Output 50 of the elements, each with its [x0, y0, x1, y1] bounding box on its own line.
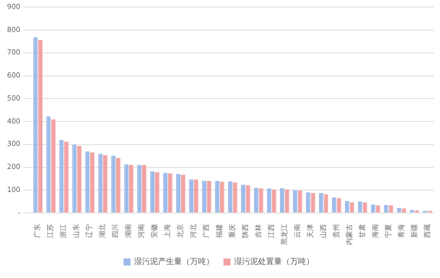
- bar: [292, 190, 298, 212]
- bar: [142, 164, 146, 212]
- bar: [77, 146, 82, 212]
- bar: [220, 182, 224, 212]
- bar: [59, 140, 64, 212]
- bar: [90, 152, 94, 212]
- bar: [246, 185, 250, 212]
- bar: [344, 200, 350, 212]
- bar: [189, 179, 194, 212]
- bar: [85, 151, 90, 212]
- bar: [124, 164, 129, 212]
- bar: [284, 189, 290, 212]
- bar: [72, 144, 77, 212]
- bar: [332, 197, 336, 212]
- bar: [384, 204, 388, 212]
- bar: [137, 164, 142, 212]
- bar: [33, 37, 38, 212]
- legend-label: 湿污泥产生量（万吨）: [134, 257, 214, 266]
- bar: [258, 188, 264, 212]
- bar: [150, 171, 155, 212]
- bar: [267, 188, 272, 212]
- bar: [51, 119, 56, 212]
- bar: [241, 184, 246, 212]
- bar: [202, 180, 206, 212]
- bar: [168, 173, 172, 212]
- bar: [194, 179, 198, 212]
- bar: [370, 204, 376, 212]
- bar: [129, 164, 134, 212]
- bar: [232, 182, 238, 212]
- bar: [163, 172, 168, 212]
- bar: [116, 158, 120, 212]
- bar: [111, 156, 116, 212]
- bar: [358, 201, 362, 212]
- bar: [103, 155, 108, 212]
- bar: [215, 180, 220, 212]
- bar: [176, 174, 180, 212]
- bar: [306, 192, 310, 212]
- bar: [64, 142, 68, 212]
- bar: [180, 174, 186, 212]
- bar: [38, 40, 42, 212]
- bar: [46, 116, 51, 212]
- bar: [98, 154, 103, 212]
- bar: [272, 189, 276, 212]
- bar: [206, 180, 212, 212]
- bar: [228, 181, 232, 212]
- bar: [254, 188, 258, 212]
- bar: [154, 172, 160, 212]
- bar: [280, 188, 284, 212]
- legend-label: 湿污泥处置量（万吨）: [234, 257, 314, 266]
- bar: [318, 192, 324, 212]
